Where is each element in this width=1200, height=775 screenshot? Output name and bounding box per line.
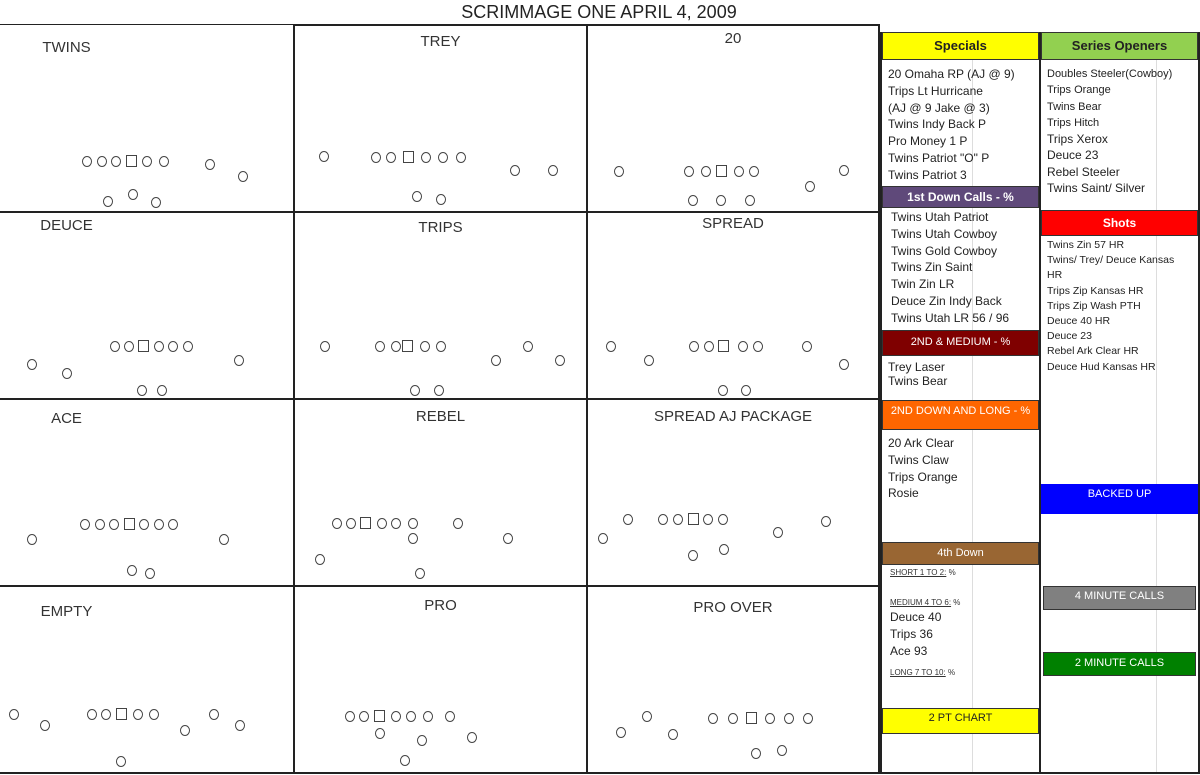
list-item: Trips Orange <box>888 469 958 484</box>
two-pt-chart-header: 2 PT CHART <box>882 708 1039 734</box>
first-down-list: Twins Utah Patriot Twins Utah Cowboy Twi… <box>891 209 1035 327</box>
list-item: (AJ @ 9 Jake @ 3) <box>888 100 990 115</box>
list-item: Trips Hitch <box>1047 116 1100 129</box>
formation-trips: TRIPS <box>293 211 588 400</box>
list-item: HR <box>1047 269 1063 282</box>
list-item: Deuce 40 <box>890 610 942 624</box>
formation-label: SPREAD AJ PACKAGE <box>653 408 813 425</box>
formation-label: TREY <box>420 33 461 50</box>
formation-trey: TREY <box>293 24 588 213</box>
fourth-down-short: SHORT 1 TO 2: % <box>890 568 956 577</box>
formation-deuce: DEUCE <box>0 211 295 400</box>
formation-label: 20 <box>724 30 742 47</box>
list-item: 20 Omaha RP (AJ @ 9) <box>888 67 1015 81</box>
list-item: Trips Zip Wash PTH <box>1047 299 1141 312</box>
list-item: Doubles Steeler(Cowboy) <box>1047 68 1173 80</box>
fourth-down-long: LONG 7 TO 10: % <box>890 668 955 677</box>
list-item: Twins Utah LR 56 / 96 <box>891 310 1010 325</box>
formation-twins: TWINS <box>0 24 295 213</box>
formation-empty: EMPTY <box>0 585 295 774</box>
list-item: Twins Indy Back P <box>888 117 987 132</box>
list-item: Deuce 23 <box>1047 330 1092 343</box>
list-item: Twins Gold Cowboy <box>891 243 998 258</box>
formation-rebel: REBEL <box>293 398 588 587</box>
list-item: Trips Zip Kansas HR <box>1047 284 1144 297</box>
list-item: Twins Zin 57 HR <box>1047 239 1125 251</box>
call-column-left: Specials 20 Omaha RP (AJ @ 9) Trips Lt H… <box>880 32 1041 774</box>
list-item: Trips 36 <box>890 626 933 641</box>
two-minute-calls-header: 2 MINUTE CALLS <box>1043 652 1196 676</box>
list-item: Twins Patriot 3 <box>888 167 967 182</box>
list-item: Trey Laser <box>888 360 945 374</box>
fourth-down-medium-list: Deuce 40 Trips 36 Ace 93 <box>890 609 1035 659</box>
list-item: Trips Orange <box>1047 84 1111 97</box>
list-item: Ace 93 <box>890 643 928 658</box>
shots-list: Twins Zin 57 HR Twins/ Trey/ Deuce Kansa… <box>1047 238 1194 375</box>
list-item: Rebel Ark Clear HR <box>1047 345 1139 358</box>
list-item: Pro Money 1 P <box>888 134 968 149</box>
list-item: Twins Patriot "O" P <box>888 150 990 165</box>
call-sheet-panel: Specials 20 Omaha RP (AJ @ 9) Trips Lt H… <box>878 24 1200 774</box>
list-item: Deuce Zin Indy Back <box>891 293 1002 308</box>
four-minute-calls-header: 4 MINUTE CALLS <box>1043 586 1196 610</box>
formation-spread-aj-package: SPREAD AJ PACKAGE <box>586 398 880 587</box>
medium-label: MEDIUM 4 TO 6: <box>890 598 952 607</box>
page-title: SCRIMMAGE ONE APRIL 4, 2009 <box>461 2 737 22</box>
fourth-down-medium: MEDIUM 4 TO 6: % <box>890 598 960 607</box>
specials-list: 20 Omaha RP (AJ @ 9) Trips Lt Hurricane … <box>888 66 1035 184</box>
formation-label: TRIPS <box>418 219 463 236</box>
shots-header: Shots <box>1041 210 1198 236</box>
formation-pro: PRO <box>293 585 588 774</box>
list-item: Twins Zin Saint <box>891 260 973 275</box>
formation-spread: SPREAD <box>586 211 880 400</box>
list-item: Twins Bear <box>1047 100 1102 113</box>
list-item: Twins Claw <box>888 452 949 467</box>
list-item: Deuce Hud Kansas HR <box>1047 360 1156 373</box>
first-down-header: 1st Down Calls - % <box>882 186 1039 208</box>
formation-label: SPREAD <box>702 215 764 232</box>
long-label: LONG 7 TO 10: <box>890 668 946 677</box>
formation-pro-over: PRO OVER <box>586 585 880 774</box>
formation-label: REBEL <box>415 408 466 425</box>
short-pct: % <box>948 568 956 577</box>
backed-up-header: BACKED UP <box>1041 484 1198 514</box>
long-pct: % <box>947 668 956 677</box>
list-item: 20 Ark Clear <box>888 436 955 450</box>
formation-20: 20 <box>586 24 880 213</box>
formation-label: PRO OVER <box>693 599 773 616</box>
list-item: Rosie <box>888 486 919 501</box>
formation-label: ACE <box>51 410 82 427</box>
series-openers-header: Series Openers <box>1041 32 1198 60</box>
second-medium-header: 2ND & MEDIUM - % <box>882 330 1039 356</box>
list-item: Twins/ Trey/ Deuce Kansas <box>1047 254 1175 267</box>
list-item: Twin Zin LR <box>891 277 955 292</box>
series-openers-list: Doubles Steeler(Cowboy) Trips Orange Twi… <box>1047 66 1194 196</box>
list-item: Twins Saint/ Silver <box>1047 181 1146 196</box>
second-medium-list: Trey Laser Twins Bear <box>888 360 1035 388</box>
formation-ace: ACE <box>0 398 295 587</box>
formation-label: DEUCE <box>40 217 93 234</box>
list-item: Twins Utah Patriot <box>891 210 989 224</box>
second-long-header: 2ND DOWN AND LONG - % <box>882 400 1039 430</box>
formation-label: TWINS <box>42 39 91 56</box>
second-long-list: 20 Ark Clear Twins Claw Trips Orange Ros… <box>888 435 1035 502</box>
fourth-down-header: 4th Down <box>882 542 1039 565</box>
call-column-right: Series Openers Doubles Steeler(Cowboy) T… <box>1039 32 1200 774</box>
list-item: Trips Xerox <box>1047 132 1108 147</box>
list-item: Twins Utah Cowboy <box>891 226 998 241</box>
list-item: Trips Lt Hurricane <box>888 83 983 98</box>
specials-header: Specials <box>882 32 1039 60</box>
formation-label: PRO <box>424 597 457 614</box>
list-item: Deuce 40 HR <box>1047 315 1111 328</box>
formation-label: EMPTY <box>40 603 93 620</box>
list-item: Deuce 23 <box>1047 148 1099 163</box>
list-item: Rebel Steeler <box>1047 164 1120 179</box>
list-item: Twins Bear <box>888 374 948 388</box>
medium-pct: % <box>953 598 961 607</box>
short-label: SHORT 1 TO 2: <box>890 568 947 577</box>
formation-grid: TWINS TREY 20 DEUCE TRIPS SPREAD <box>0 24 880 774</box>
